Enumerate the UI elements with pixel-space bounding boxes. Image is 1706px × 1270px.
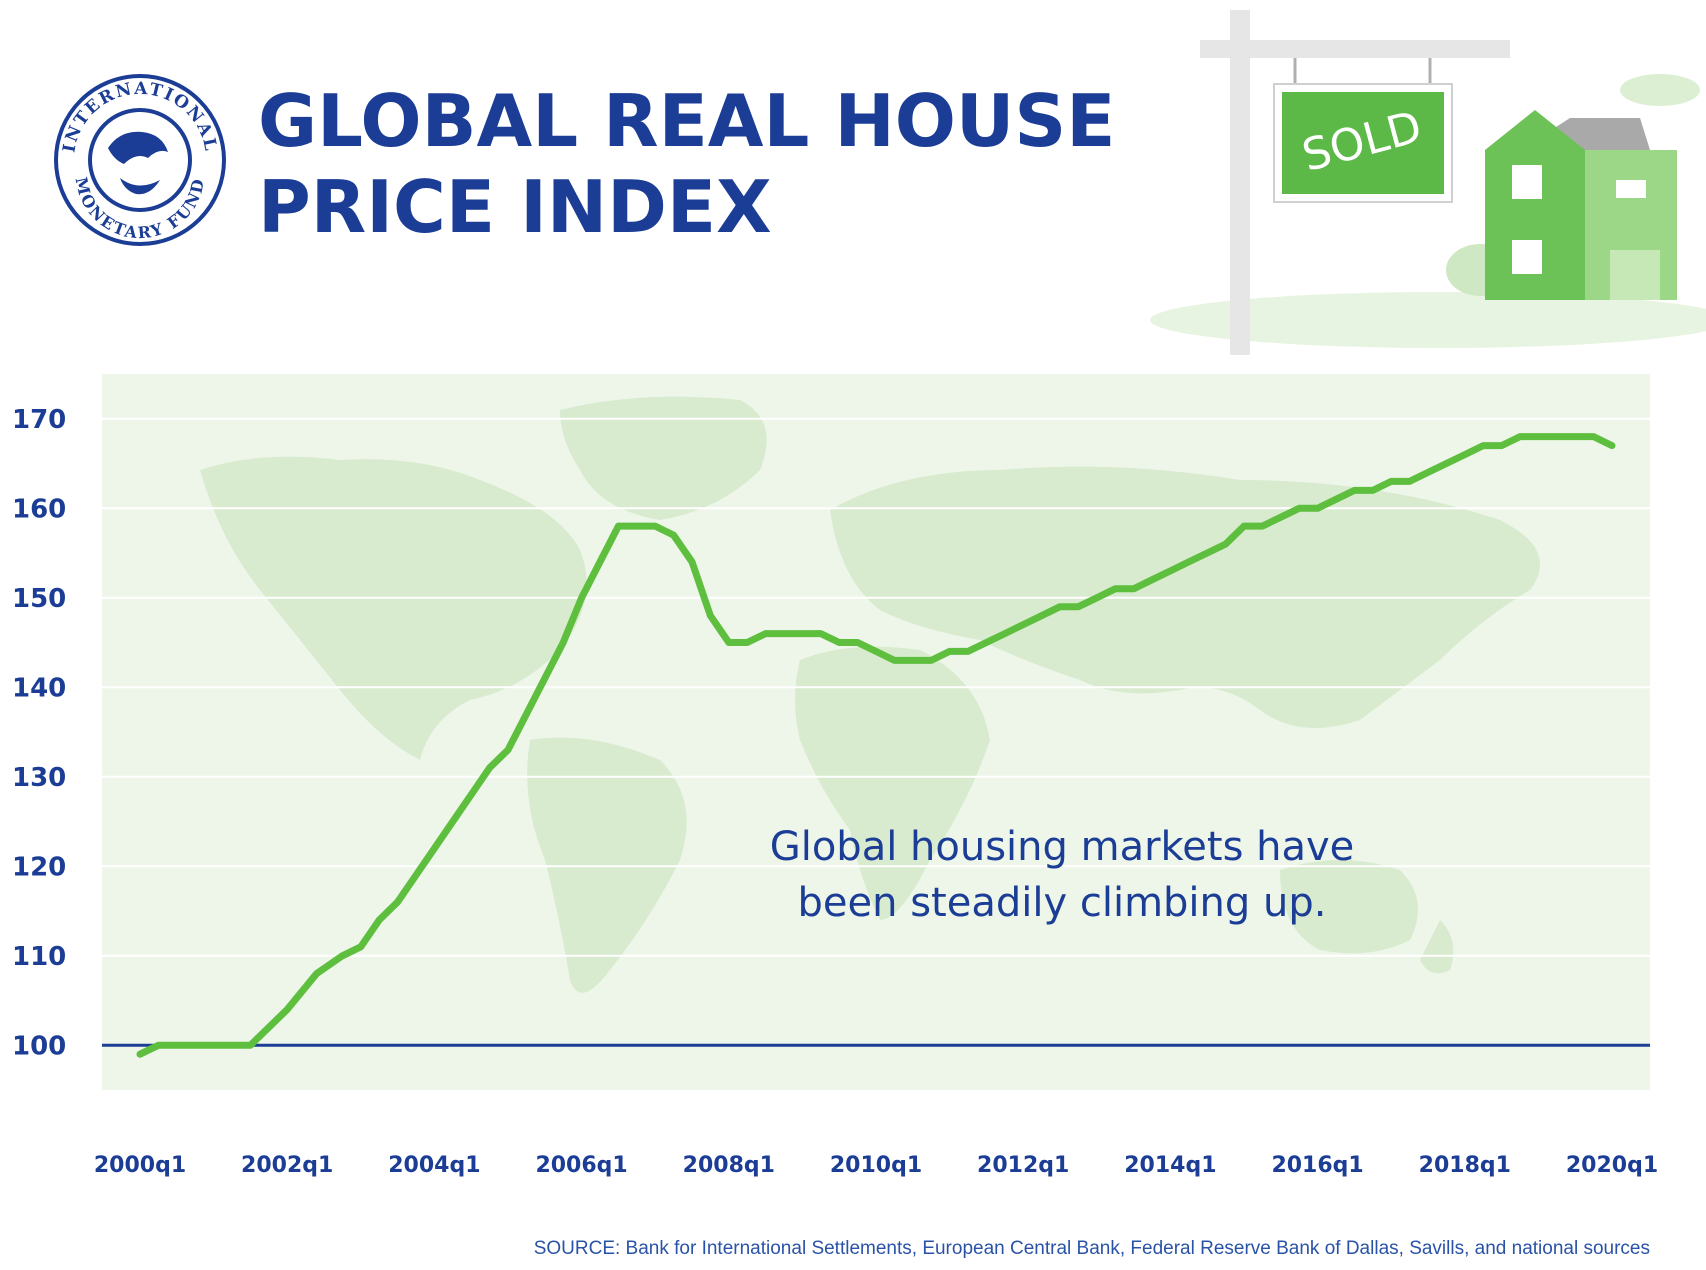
y-tick-label: 100 — [12, 1031, 66, 1061]
series-line — [136, 433, 1616, 1058]
title-line-1: GLOBAL REAL HOUSE — [258, 79, 1116, 163]
source-note: SOURCE: Bank for International Settlemen… — [533, 1238, 1650, 1259]
y-tick-label: 130 — [12, 763, 66, 793]
y-tick-label: 160 — [12, 494, 66, 524]
world-map — [200, 396, 1540, 993]
y-tick-label: 110 — [12, 942, 66, 972]
x-tick-label: 2004q1 — [388, 1153, 480, 1178]
x-tick-label: 2018q1 — [1419, 1153, 1511, 1178]
page-title: GLOBAL REAL HOUSE PRICE INDEX — [258, 78, 1115, 250]
x-tick-label: 2002q1 — [241, 1153, 333, 1178]
x-tick-label: 2014q1 — [1124, 1153, 1216, 1178]
imf-logo: INTERNATIONAL MONETARY FUND — [54, 74, 226, 246]
x-tick-label: 2020q1 — [1566, 1153, 1658, 1178]
y-tick-label: 140 — [12, 673, 66, 703]
x-tick-label: 2012q1 — [977, 1153, 1069, 1178]
title-line-2: PRICE INDEX — [258, 165, 772, 249]
y-tick-label: 150 — [12, 584, 66, 614]
x-tick-label: 2016q1 — [1271, 1153, 1363, 1178]
x-tick-label: 2006q1 — [535, 1153, 627, 1178]
sold-sign-illustration: SOLD — [1150, 10, 1706, 355]
y-axis: 100 110 120 130 140 150 160 170 — [12, 405, 66, 1062]
annotation-line-1: Global housing markets have — [770, 824, 1355, 870]
x-axis: 2000q1 2002q1 2004q1 2006q1 2008q1 2010q1 2012… — [94, 1153, 1658, 1178]
x-tick-label: 2010q1 — [830, 1153, 922, 1178]
x-tick-label: 2000q1 — [94, 1153, 186, 1178]
x-tick-label: 2008q1 — [683, 1153, 775, 1178]
y-tick-label: 120 — [12, 852, 66, 882]
y-tick-label: 170 — [12, 405, 66, 435]
annotation-line-2: been steadily climbing up. — [798, 880, 1327, 926]
